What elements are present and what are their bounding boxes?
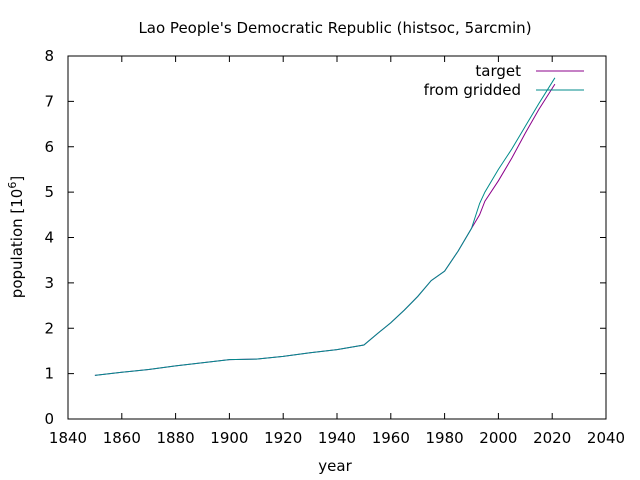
x-tick-label: 2020 — [533, 429, 571, 447]
chart-title: Lao People's Democratic Republic (histso… — [138, 19, 531, 37]
y-tick-label: 5 — [44, 183, 54, 201]
y-tick-label: 1 — [44, 365, 54, 383]
x-tick-label: 1920 — [264, 429, 302, 447]
y-tick-labels: 0 1 2 3 4 5 6 7 8 — [44, 47, 54, 428]
y-tick-label: 0 — [44, 410, 54, 428]
series-line-target — [94, 83, 556, 376]
tick-marks — [67, 55, 607, 420]
y-tick-label: 3 — [44, 274, 54, 292]
series-line-from-gridded — [94, 77, 556, 376]
x-tick-label: 2040 — [587, 429, 625, 447]
x-tick-label: 1980 — [426, 429, 464, 447]
y-tick-label: 2 — [44, 319, 54, 337]
x-tick-label: 1960 — [372, 429, 410, 447]
y-tick-label: 8 — [44, 47, 54, 65]
series-lines — [94, 77, 556, 376]
x-tick-label: 1840 — [49, 429, 87, 447]
legend: target from gridded — [424, 62, 584, 99]
x-tick-label: 1860 — [103, 429, 141, 447]
x-tick-label: 1940 — [318, 429, 356, 447]
y-tick-label: 7 — [44, 92, 54, 110]
x-tick-label: 1880 — [157, 429, 195, 447]
legend-label-from-gridded: from gridded — [424, 81, 521, 99]
x-axis-label: year — [318, 457, 352, 475]
x-tick-labels: 1840 1860 1880 1900 1920 1940 1960 1980 2000 2020… — [49, 429, 625, 447]
x-tick-label: 1900 — [210, 429, 248, 447]
x-tick-label: 2000 — [479, 429, 517, 447]
y-axis-label: population [106] — [6, 176, 26, 298]
legend-label-target: target — [475, 62, 521, 80]
y-tick-label: 6 — [44, 138, 54, 156]
plot-frame — [67, 55, 607, 420]
y-tick-label: 4 — [44, 229, 54, 247]
